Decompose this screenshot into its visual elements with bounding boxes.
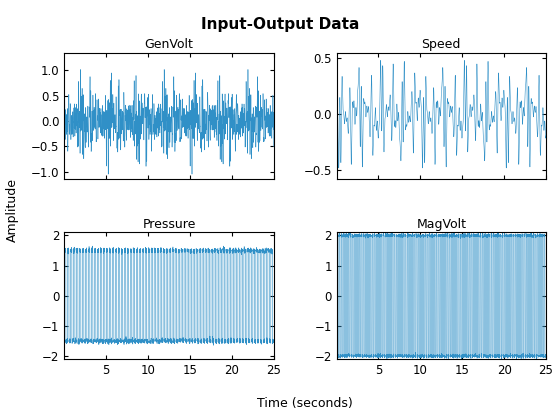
Title: Pressure: Pressure	[142, 218, 196, 231]
Text: Input-Output Data: Input-Output Data	[201, 17, 359, 32]
Text: Amplitude: Amplitude	[6, 178, 19, 242]
Title: MagVolt: MagVolt	[416, 218, 466, 231]
Title: GenVolt: GenVolt	[144, 38, 194, 51]
Text: Time (seconds): Time (seconds)	[258, 397, 353, 410]
Title: Speed: Speed	[422, 38, 461, 51]
